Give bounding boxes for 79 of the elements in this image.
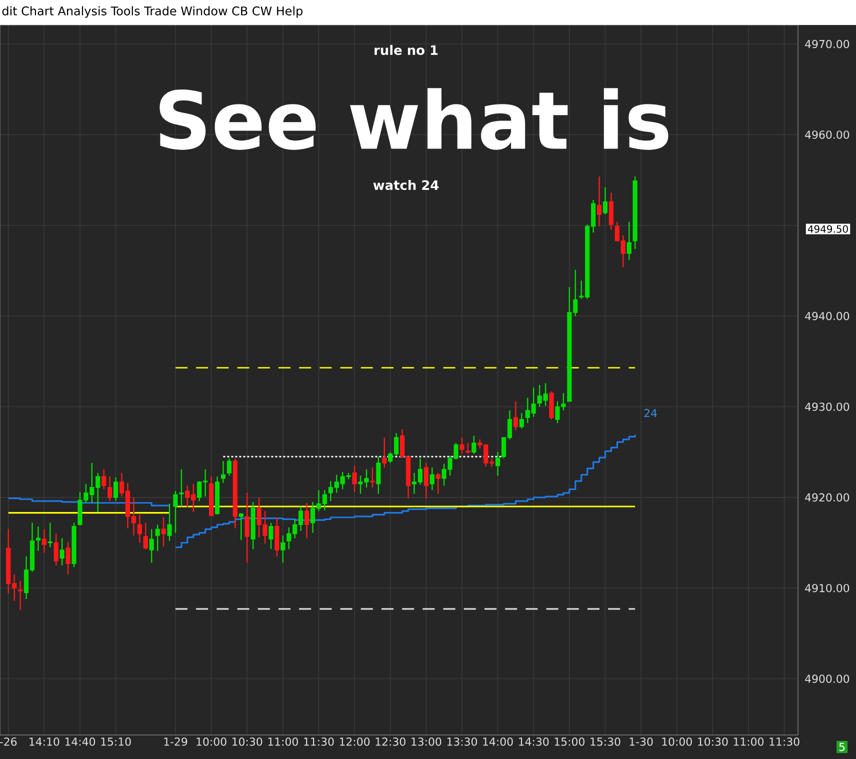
y-tick-label: 4910.00	[805, 584, 850, 592]
candlestick	[274, 516, 280, 557]
candlestick	[149, 528, 154, 564]
annotation: rule no 1	[374, 44, 438, 56]
x-tick-label: 11:00	[268, 738, 298, 746]
candlestick	[238, 513, 244, 541]
candlestick	[18, 580, 23, 610]
x-tick-label: 10:00	[662, 738, 692, 746]
x-tick-label: 1-30	[630, 738, 653, 746]
text: dit Chart Analysis Tools Trade Window CB CW Help	[2, 6, 302, 18]
candlestick	[495, 451, 500, 476]
candlestick	[513, 400, 518, 431]
candlestick	[424, 462, 428, 499]
x-tick-label: 13:30	[447, 738, 478, 746]
candlestick	[466, 442, 470, 454]
candlestick	[137, 514, 142, 544]
y-tick-label: 4960.00	[805, 130, 850, 139]
x-tick-label: 10:30	[232, 738, 262, 746]
candlestick	[430, 466, 434, 491]
candlestick	[370, 466, 375, 488]
candlestick	[596, 176, 602, 227]
candlestick	[167, 503, 172, 542]
x-tick-label: 1-29	[164, 738, 188, 746]
candlestick	[36, 526, 41, 552]
candlestick	[460, 436, 464, 454]
x-tick-label: 14:00	[483, 738, 513, 746]
candlestick	[382, 436, 387, 468]
x-tick-label: 14:40	[65, 738, 96, 746]
candlestick	[304, 502, 310, 539]
x-tick-label: 11:30	[770, 738, 800, 746]
candlestick	[280, 534, 286, 564]
x-tick-label: 15:30	[590, 738, 620, 746]
text: 5	[839, 742, 845, 752]
candlestick	[48, 522, 52, 548]
x-tick-label: 15:00	[554, 738, 584, 746]
y-tick-label: 4900.00	[805, 674, 850, 683]
candlestick	[60, 538, 64, 566]
x-tick-label: -26	[0, 738, 17, 746]
text: See what is	[160, 88, 668, 150]
candlestick	[220, 460, 226, 484]
candlestick	[519, 412, 524, 430]
x-tick-label: 12:00	[340, 738, 370, 746]
candlestick	[472, 435, 476, 454]
candlestick	[66, 541, 70, 576]
x-tick-label: 13:00	[412, 738, 442, 746]
x-tick-label: 11:00	[734, 738, 764, 746]
x-tick-label: 12:30	[376, 738, 406, 746]
x-tick-label: 10:30	[698, 738, 728, 746]
candlestick	[161, 516, 166, 547]
x-tick-label: 10:00	[196, 738, 226, 746]
candlestick	[244, 492, 250, 564]
candlestick	[155, 524, 160, 552]
x-tick-label: 14:10	[30, 738, 60, 746]
candlestick	[352, 465, 357, 493]
annotation: watch 24	[373, 180, 439, 190]
candlestick	[626, 221, 632, 260]
candlestick	[113, 476, 118, 502]
candlestick	[102, 468, 106, 490]
x-tick-label: 11:30	[304, 738, 334, 746]
y-tick-label: 4920.00	[805, 493, 850, 502]
candlestick	[602, 186, 608, 216]
candlestick	[226, 458, 232, 476]
y-tick-label: 4970.00	[805, 40, 850, 48]
x-tick-label: 14:30	[519, 738, 549, 746]
candlestick	[179, 468, 184, 508]
candlestick	[436, 472, 440, 494]
candlestick	[108, 476, 112, 502]
candlestick	[143, 522, 148, 550]
y-tick-label: 4930.00	[805, 402, 850, 411]
text: 4949.50	[808, 225, 848, 233]
candlestick	[608, 192, 614, 231]
x-tick-label: 15:10	[101, 738, 131, 746]
annotation: 24	[644, 408, 657, 418]
candlestick	[42, 528, 46, 554]
candlestick	[173, 490, 178, 534]
candlestick	[268, 522, 274, 550]
candlestick	[54, 533, 58, 566]
y-tick-label: 4940.00	[805, 312, 850, 320]
candlestick	[376, 456, 381, 494]
